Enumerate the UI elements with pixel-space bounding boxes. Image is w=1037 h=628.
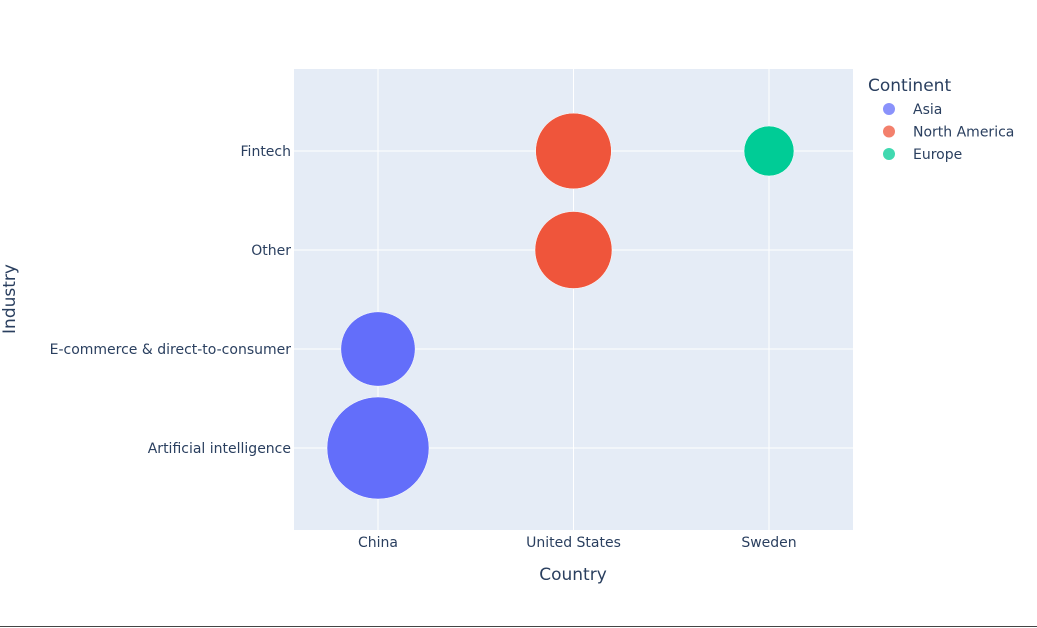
- y-axis-title: Industry: [0, 264, 20, 334]
- bubble-point[interactable]: [743, 125, 795, 177]
- y-tick-label: E-commerce & direct-to-consumer: [50, 342, 292, 358]
- bubble-point[interactable]: [340, 311, 416, 387]
- y-tick-label: Fintech: [241, 144, 291, 160]
- y-axis-ticks: Artificial intelligence E-commerce & dire…: [50, 144, 292, 457]
- y-tick-label: Other: [251, 243, 291, 259]
- x-tick-label: China: [358, 535, 398, 551]
- bubbles: [326, 112, 795, 500]
- bottom-divider: [0, 626, 1037, 627]
- x-tick-label: Sweden: [741, 535, 796, 551]
- y-tick-label: Artificial intelligence: [148, 441, 291, 457]
- legend-marker[interactable]: [883, 148, 895, 160]
- legend-marker[interactable]: [883, 125, 895, 138]
- legend-marker[interactable]: [883, 103, 895, 115]
- bubble-point[interactable]: [326, 396, 430, 500]
- legend-label[interactable]: North America: [913, 125, 1014, 141]
- bubble-point[interactable]: [534, 211, 613, 289]
- x-axis-ticks: China United States Sweden: [358, 535, 797, 551]
- legend-label[interactable]: Asia: [913, 102, 942, 118]
- x-axis-title: Country: [539, 565, 607, 585]
- x-tick-label: United States: [526, 535, 621, 551]
- legend-title: Continent: [868, 76, 951, 96]
- legend-label[interactable]: Europe: [913, 147, 962, 163]
- legend: Continent Asia North America Europe: [868, 76, 1014, 163]
- bubble-point[interactable]: [535, 112, 612, 190]
